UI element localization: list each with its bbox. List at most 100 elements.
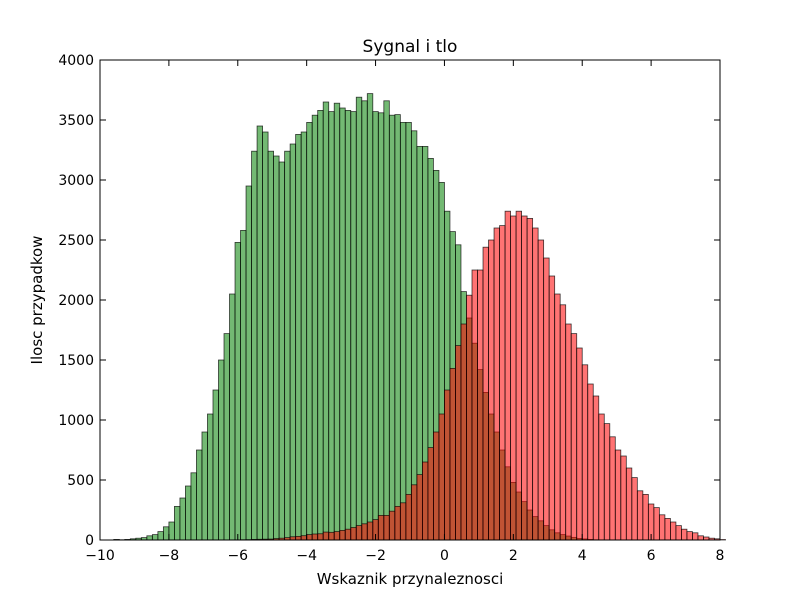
red-bar-98 (653, 507, 660, 541)
red-bar-57 (427, 447, 434, 541)
green-bar-35 (306, 122, 313, 541)
green-bar-17 (207, 413, 214, 541)
red-bar-36 (311, 533, 319, 541)
red-bar-99 (658, 514, 666, 541)
y-tick-label-5: 2500 (58, 233, 94, 249)
red-bar-44 (355, 525, 363, 541)
red-bar-42 (344, 528, 352, 541)
y-tick-label-2: 1000 (58, 413, 94, 429)
green-bar-29 (273, 155, 280, 541)
x-axis-label: Wskaznik przynaleznosci (317, 570, 504, 588)
x-tick-label-1: −8 (159, 548, 180, 564)
red-bar-38 (322, 531, 330, 541)
red-bar-62 (455, 345, 462, 541)
red-bar-101 (670, 521, 677, 541)
red-bar-81 (559, 304, 567, 541)
red-bar-82 (565, 323, 572, 541)
x-tick-label-7: 4 (578, 548, 587, 564)
red-bar-54 (410, 484, 418, 541)
red-bar-39 (328, 531, 335, 541)
red-bar-52 (399, 502, 407, 541)
red-bar-55 (416, 474, 423, 541)
red-bar-94 (631, 477, 638, 541)
green-bar-27 (262, 131, 269, 541)
green-bar-47 (372, 111, 379, 541)
red-bar-88 (598, 413, 605, 541)
green-bar-6 (146, 535, 153, 541)
red-bar-84 (576, 347, 583, 541)
red-bar-66 (477, 269, 484, 541)
green-bar-51 (394, 114, 401, 541)
red-bar-49 (383, 515, 390, 541)
green-bar-15 (196, 449, 203, 541)
green-bar-16 (201, 431, 208, 541)
green-bar-14 (190, 472, 197, 541)
x-tick-label-2: −6 (227, 548, 248, 564)
red-bar-70 (499, 225, 506, 541)
green-bar-10 (168, 521, 175, 541)
red-bar-71 (504, 210, 511, 541)
red-bar-74 (521, 215, 528, 541)
green-bar-37 (317, 110, 324, 541)
red-bar-73 (515, 210, 523, 541)
red-bar-45 (361, 523, 368, 541)
red-bar-105 (692, 532, 699, 541)
red-bar-103 (681, 528, 688, 541)
red-bar-86 (587, 383, 594, 541)
green-bar-11 (173, 505, 181, 541)
green-bar-13 (185, 485, 192, 541)
y-tick-label-8: 4000 (58, 53, 94, 69)
y-axis-label: Ilosc przypadkow (28, 236, 46, 365)
green-bar-53 (405, 122, 412, 541)
x-tick-label-0: −10 (85, 548, 115, 564)
axis-tick-labels: −10 −8 −6 −4 −2 0 2 4 6 8 0 500 1000 1500 2000 2500 3000… (58, 53, 724, 564)
green-bar-32 (289, 143, 297, 541)
red-bar-41 (339, 530, 346, 541)
green-bar-43 (350, 111, 357, 541)
y-tick-label-0: 0 (85, 533, 94, 549)
red-bar-53 (405, 493, 412, 541)
green-bar-9 (162, 526, 170, 541)
green-bar-19 (218, 359, 225, 541)
green-bar-44 (355, 96, 363, 541)
red-bar-100 (664, 518, 671, 541)
red-bar-51 (394, 505, 401, 541)
red-bar-60 (444, 389, 451, 541)
red-bar-91 (614, 449, 622, 541)
green-bar-49 (383, 100, 390, 541)
red-bar-63 (460, 323, 467, 541)
y-tick-label-4: 2000 (58, 293, 94, 309)
red-bar-50 (388, 510, 396, 541)
x-tick-label-3: −4 (296, 548, 317, 564)
y-tick-label-3: 1500 (58, 353, 94, 369)
green-bar-52 (399, 122, 407, 541)
green-bar-12 (179, 497, 186, 541)
green-bar-30 (278, 161, 286, 541)
red-bar-67 (482, 246, 489, 541)
red-bar-89 (603, 423, 611, 541)
green-bar-31 (284, 150, 291, 541)
red-bar-37 (317, 533, 324, 541)
green-bar-8 (157, 531, 164, 541)
green-bar-25 (251, 150, 258, 541)
axis-ticks (99, 59, 721, 541)
x-tick-label-9: 8 (716, 548, 725, 564)
red-bar-102 (675, 525, 682, 541)
red-bar-72 (510, 215, 517, 541)
green-bar-28 (267, 150, 274, 541)
red-bar-68 (488, 239, 495, 541)
red-bar-83 (570, 333, 578, 541)
red-bar-56 (421, 461, 429, 541)
red-bar-58 (433, 431, 440, 541)
green-bar-50 (388, 114, 396, 541)
red-bar-69 (493, 227, 500, 541)
green-bar-33 (295, 133, 302, 541)
red-bar-65 (471, 269, 478, 541)
x-tick-label-8: 6 (647, 548, 656, 564)
green-bar-24 (245, 185, 252, 541)
green-bar-18 (212, 389, 219, 541)
red-bar-90 (609, 436, 616, 541)
y-tick-label-7: 3500 (58, 113, 94, 129)
red-bar-77 (537, 239, 545, 541)
